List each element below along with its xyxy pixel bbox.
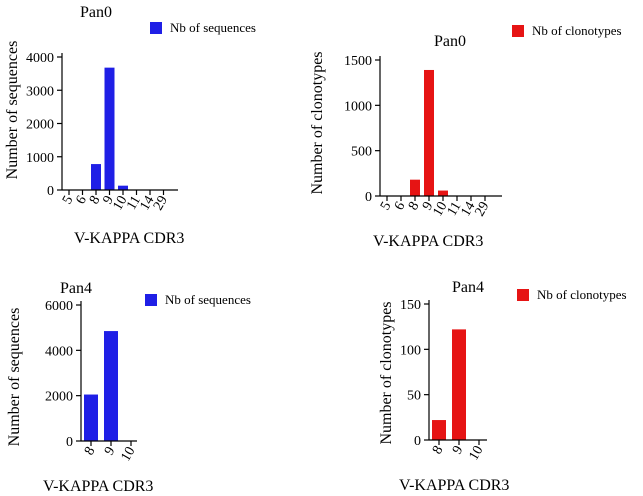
y-axis-label: Number of sequences xyxy=(6,308,23,447)
legend-label: Nb of sequences xyxy=(170,20,256,35)
chart-panel-4: Pan4 Nb of clonotypes 0 50 100 150 8 9 10 V-KAPPA… xyxy=(378,279,627,494)
legend-swatch xyxy=(512,25,524,37)
y-tick-label: 2000 xyxy=(45,390,73,405)
y-tick-label: 1000 xyxy=(26,151,54,166)
y-tick-label: 4000 xyxy=(45,344,73,359)
legend-swatch xyxy=(150,22,162,34)
y-tick-label: 2000 xyxy=(26,118,54,133)
bar-8 xyxy=(432,420,446,440)
chart-title: Pan0 xyxy=(80,4,112,21)
y-axis-label: Number of clonotypes xyxy=(309,51,326,194)
chart-title: Pan0 xyxy=(434,33,466,50)
x-axis-label: V-KAPPA CDR3 xyxy=(74,230,184,247)
x-tick-label: 14 xyxy=(137,194,157,214)
bar-8 xyxy=(84,394,98,441)
x-tick-label: 29 xyxy=(472,200,492,220)
chart-title: Pan4 xyxy=(452,279,484,296)
x-tick-label: 10 xyxy=(110,194,130,214)
y-tick-label: 1000 xyxy=(344,99,372,114)
y-tick-label: 0 xyxy=(66,435,73,450)
y-axis-label: Number of sequences xyxy=(4,41,21,180)
bar-9 xyxy=(104,331,118,441)
x-axis-label: V-KAPPA CDR3 xyxy=(43,478,153,495)
bar-9 xyxy=(452,329,466,440)
y-axis-label: Number of clonotypes xyxy=(378,301,395,444)
x-axis-label: V-KAPPA CDR3 xyxy=(399,477,509,494)
y-tick-label: 0 xyxy=(365,190,372,205)
bar-8 xyxy=(91,164,101,190)
y-tick-label: 3000 xyxy=(26,84,54,99)
y-tick-label: 500 xyxy=(351,145,372,160)
legend-label: Nb of sequences xyxy=(165,292,251,307)
bar-10 xyxy=(438,190,448,196)
bar-10 xyxy=(118,185,128,190)
x-tick-label: 8 xyxy=(430,444,446,458)
legend-swatch xyxy=(517,289,529,301)
bar-8 xyxy=(410,179,420,196)
chart-title: Pan4 xyxy=(60,280,92,297)
legend-swatch xyxy=(145,294,157,306)
y-tick-label: 6000 xyxy=(45,299,73,314)
y-tick-label: 150 xyxy=(400,298,421,313)
bar-9 xyxy=(104,67,115,190)
y-tick-label: 50 xyxy=(407,389,421,404)
x-tick-label: 29 xyxy=(151,194,171,214)
y-tick-label: 0 xyxy=(47,184,54,199)
y-tick-label: 1500 xyxy=(344,54,372,69)
x-tick-label: 11 xyxy=(445,200,465,219)
x-tick-label: 11 xyxy=(124,194,144,213)
x-tick-label: 10 xyxy=(466,444,486,464)
bar-9 xyxy=(424,69,434,196)
x-tick-label: 10 xyxy=(118,445,138,465)
x-tick-label: 14 xyxy=(458,200,478,220)
legend-label: Nb of clonotypes xyxy=(532,23,622,38)
x-tick-label: 9 xyxy=(450,444,466,458)
x-tick-label: 9 xyxy=(102,445,118,459)
y-tick-label: 0 xyxy=(414,434,421,449)
y-tick-label: 100 xyxy=(400,343,421,358)
x-tick-label: 8 xyxy=(82,445,98,459)
y-tick-label: 4000 xyxy=(26,51,54,66)
x-tick-label: 10 xyxy=(430,200,450,220)
x-axis-label: V-KAPPA CDR3 xyxy=(373,233,483,250)
chart-panel-3: Pan4 Nb of sequences 0 2000 4000 6000 8 9 10 V-KA… xyxy=(6,280,251,495)
legend-label: Nb of clonotypes xyxy=(537,287,627,302)
